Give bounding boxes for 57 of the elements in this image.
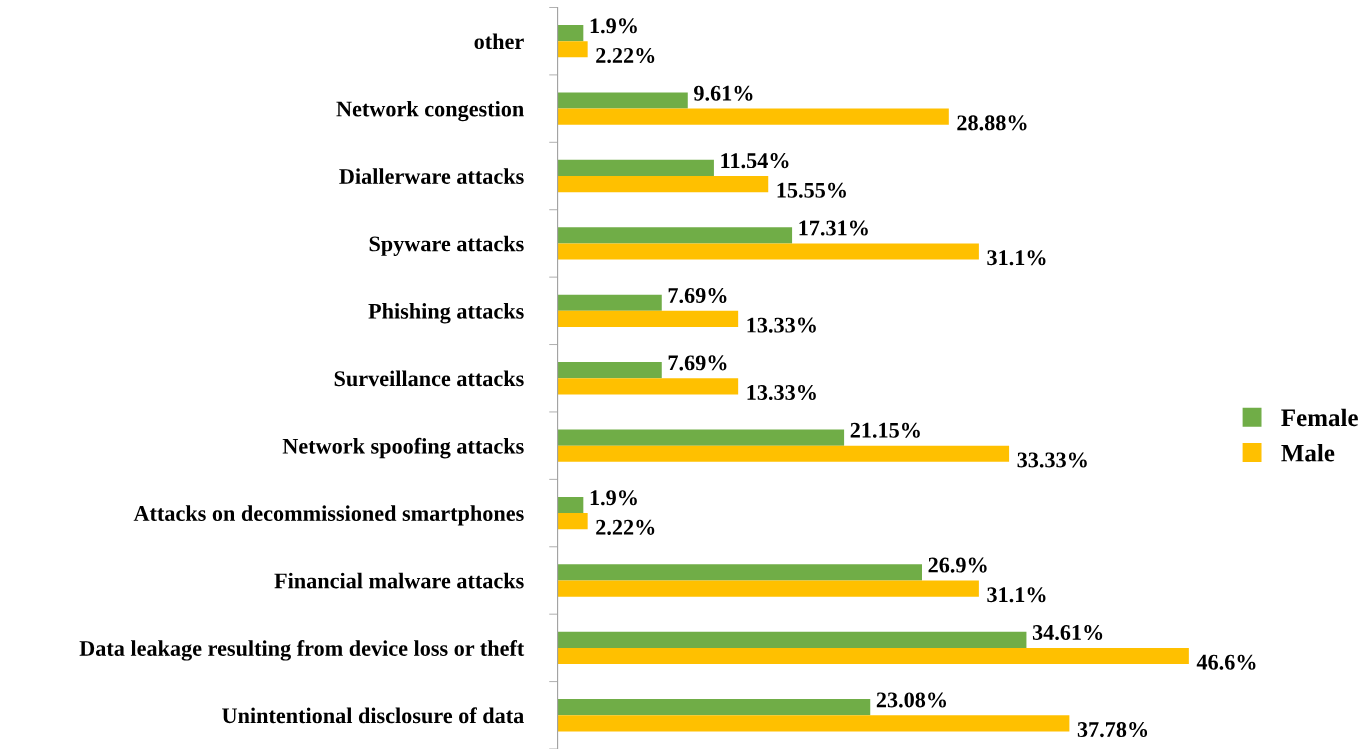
y-tick-label: Network congestion <box>336 100 524 122</box>
data-label: 13.33% <box>747 384 816 401</box>
bar <box>557 378 739 395</box>
data-label: 21.15% <box>850 422 920 438</box>
y-tick-label: other <box>474 33 524 50</box>
data-label: 33.33% <box>1017 452 1087 468</box>
y-tick-label: Attacks on decommissioned smartphones <box>133 505 524 526</box>
y-tick-label: Network spoofing attacks <box>282 437 524 459</box>
y-tick-label: Phishing attacks <box>368 303 524 324</box>
bar <box>557 362 662 379</box>
data-label: 11.54% <box>721 153 789 169</box>
data-label: 26.9% <box>928 557 987 573</box>
bar <box>557 310 739 328</box>
bar <box>557 445 1010 462</box>
bar <box>557 227 793 244</box>
data-label: 34.61% <box>1032 624 1103 641</box>
bar <box>557 92 688 109</box>
y-tick-label: Surveillance attacks <box>334 370 524 387</box>
bar <box>557 25 584 42</box>
data-label: 1.9% <box>590 490 637 506</box>
bar <box>557 513 588 530</box>
data-label: 31.1% <box>987 587 1046 603</box>
bar <box>557 108 949 125</box>
data-label: 2.22% <box>596 519 655 535</box>
y-tick-label: Unintentional disclosure of data <box>222 707 524 724</box>
data-label: 46.6% <box>1196 654 1256 670</box>
y-tick-label: Diallerware attacks <box>339 168 524 184</box>
bar <box>557 631 1027 648</box>
bar <box>557 647 1189 665</box>
bar <box>557 176 769 193</box>
data-label: 2.22% <box>596 47 655 64</box>
data-label: 7.69% <box>668 355 727 371</box>
data-label: 7.69% <box>668 287 727 304</box>
data-label: 23.08% <box>876 692 947 708</box>
data-label: 37.78% <box>1077 722 1148 738</box>
bar <box>557 699 871 716</box>
y-tick-label: Financial malware attacks <box>274 572 524 589</box>
bar <box>557 715 1070 732</box>
y-tick-label: Spyware attacks <box>369 235 524 256</box>
legend-label: Female <box>1281 408 1358 427</box>
bar <box>557 243 979 260</box>
legend-label: Male <box>1281 443 1335 462</box>
data-label: 13.33% <box>747 317 816 333</box>
data-label: 28.88% <box>957 115 1027 131</box>
data-label: 9.61% <box>694 85 753 101</box>
bar <box>557 429 845 446</box>
y-tick-label: Data leakage resulting from device loss or theft <box>79 640 525 661</box>
bar <box>557 41 588 58</box>
bar <box>557 564 922 581</box>
bar <box>557 159 714 177</box>
bar <box>557 580 979 597</box>
data-label: 1.9% <box>590 18 637 34</box>
bar <box>557 294 662 311</box>
data-label: 15.55% <box>777 182 846 198</box>
bar <box>557 496 584 514</box>
data-label: 17.31% <box>799 220 868 236</box>
data-label: 31.1% <box>987 250 1046 266</box>
